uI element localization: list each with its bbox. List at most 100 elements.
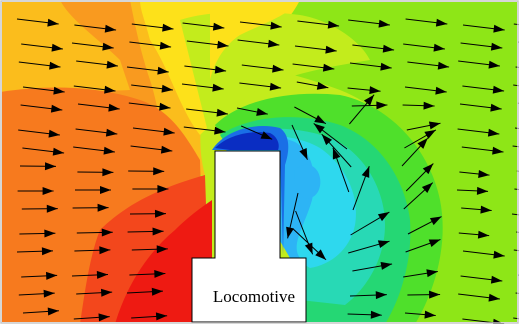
velocity-arrow — [462, 250, 505, 259]
velocity-arrow — [73, 313, 110, 322]
velocity-arrow — [131, 84, 173, 93]
velocity-arrow — [404, 129, 437, 149]
velocity-arrow — [458, 60, 500, 69]
velocity-arrow-head — [256, 108, 268, 116]
velocity-arrow-head — [267, 39, 280, 48]
velocity-arrow-head — [369, 86, 381, 95]
velocity-arrow — [74, 24, 117, 33]
velocity-arrow-head — [322, 63, 335, 72]
velocity-arrow — [407, 290, 441, 299]
velocity-arrow — [22, 307, 59, 316]
velocity-arrow-head — [478, 170, 490, 178]
velocity-arrow — [18, 289, 55, 298]
velocity-arrow-head — [477, 230, 490, 239]
velocity-arrow — [351, 101, 388, 110]
velocity-arrow-head — [327, 20, 340, 29]
velocity-arrow-head — [153, 167, 165, 176]
velocity-arrow-head — [151, 287, 163, 296]
velocity-arrow — [20, 104, 63, 113]
velocity-arrow — [458, 293, 500, 302]
velocity-arrow-head — [156, 245, 168, 254]
velocity-arrow-head — [315, 249, 327, 260]
velocity-arrow — [21, 43, 63, 52]
locomotive-label: Locomotive — [213, 287, 295, 306]
velocity-arrow — [17, 186, 54, 195]
velocity-arrow — [18, 61, 61, 70]
contour-band-blue — [212, 126, 289, 255]
velocity-arrow — [72, 203, 109, 212]
velocity-arrow-head — [108, 103, 120, 112]
velocity-arrow — [294, 45, 337, 54]
velocity-arrow-head — [100, 186, 111, 194]
velocity-arrow-head — [417, 138, 428, 149]
locomotive-body — [191, 150, 307, 323]
velocity-arrow-head — [99, 246, 111, 255]
velocity-arrow-head — [313, 123, 325, 134]
velocity-arrow — [126, 66, 169, 75]
velocity-arrow-head — [423, 101, 435, 110]
velocity-arrow — [128, 102, 171, 111]
velocity-arrow-head — [47, 18, 59, 27]
velocity-arrow-head — [101, 228, 113, 237]
velocity-arrow — [239, 21, 282, 30]
velocity-arrow — [352, 44, 395, 53]
velocity-arrow — [458, 230, 490, 239]
velocity-arrow-head — [97, 203, 109, 212]
velocity-arrow — [459, 103, 502, 112]
velocity-arrow — [131, 23, 174, 32]
velocity-arrow — [71, 270, 108, 279]
velocity-arrow — [407, 61, 450, 70]
velocity-arrow — [405, 163, 434, 192]
velocity-arrow-head — [325, 45, 337, 54]
velocity-arrow — [405, 239, 441, 253]
velocity-arrow-head — [286, 226, 294, 239]
velocity-arrow-head — [321, 134, 333, 146]
velocity-arrow — [404, 310, 436, 319]
velocity-arrow — [403, 43, 445, 52]
velocity-arrow-head — [212, 83, 224, 92]
velocity-arrow-head — [159, 102, 171, 111]
velocity-arrow-head — [428, 239, 441, 247]
velocity-arrow — [182, 22, 225, 31]
velocity-arrow-head — [104, 85, 116, 94]
velocity-arrow-head — [490, 275, 503, 284]
velocity-arrow — [16, 247, 53, 256]
velocity-arrow — [186, 108, 228, 117]
velocity-arrow — [349, 291, 387, 300]
velocity-arrow-head — [212, 22, 225, 31]
velocity-arrow — [462, 85, 505, 94]
velocity-arrow-head — [424, 129, 436, 139]
velocity-arrow-head — [378, 19, 390, 28]
velocity-arrow — [348, 19, 390, 28]
velocity-arrow — [126, 287, 163, 296]
velocity-arrow — [407, 216, 442, 235]
velocity-arrow-head — [493, 24, 505, 33]
velocity-arrow — [292, 228, 327, 261]
velocity-arrow-head — [154, 269, 166, 278]
velocity-arrow — [22, 86, 65, 95]
velocity-arrow-head — [47, 307, 59, 316]
velocity-arrow-head — [42, 186, 54, 195]
velocity-arrow-head — [375, 291, 387, 300]
velocity-arrow — [347, 310, 382, 319]
velocity-arrow-head — [53, 86, 65, 95]
velocity-arrow — [127, 227, 164, 236]
velocity-arrow — [332, 147, 350, 193]
velocity-arrow — [132, 127, 175, 136]
velocity-arrow-head — [492, 146, 504, 155]
velocity-arrow-head — [422, 163, 434, 175]
velocity-arrow-head — [154, 209, 166, 218]
velocity-arrow-head — [363, 94, 375, 106]
velocity-arrow-head — [52, 147, 65, 156]
velocity-arrow-head — [41, 247, 53, 256]
velocity-arrow — [16, 18, 59, 27]
velocity-arrow — [19, 229, 56, 238]
velocity-arrow-head — [102, 42, 114, 51]
velocity-arrow — [73, 85, 116, 94]
velocity-arrow-head — [104, 24, 117, 33]
velocity-arrow-head — [299, 148, 308, 160]
velocity-arrow — [21, 204, 58, 213]
velocity-arrow-head — [376, 101, 388, 110]
velocity-arrow-head — [106, 60, 118, 69]
